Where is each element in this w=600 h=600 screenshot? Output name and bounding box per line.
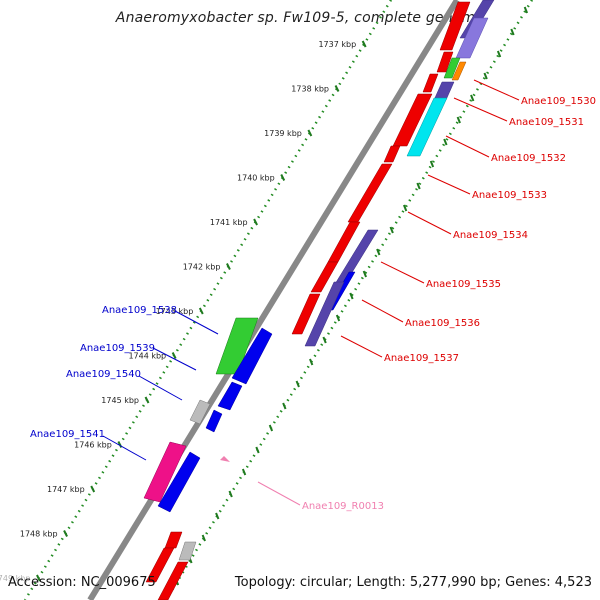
inner-tick — [429, 160, 435, 168]
kbp-label: 1740 kbp — [237, 174, 275, 183]
inner-scale-ticks — [174, 6, 529, 586]
outer-tick — [198, 307, 204, 315]
gene-red-1536[interactable] — [291, 293, 321, 335]
inner-tick — [215, 512, 220, 520]
inner-tick — [376, 248, 381, 256]
outer-tick — [171, 352, 177, 359]
gene-blue-1538[interactable] — [231, 327, 273, 385]
gene-blue-1541[interactable] — [157, 451, 201, 513]
kbp-label: 1749 kbp — [0, 574, 30, 583]
gene-blue-1539[interactable] — [217, 381, 243, 411]
outer-tick — [63, 530, 68, 537]
inner-tick — [241, 468, 247, 476]
label-anae1541[interactable]: Anae109_1541 — [30, 429, 105, 440]
gene-magenta-1541[interactable] — [143, 441, 187, 503]
map-title: Anaeromyxobacter sp. Fw109-5, complete g… — [115, 10, 485, 26]
kbp-label: 1738 kbp — [291, 85, 329, 94]
gene-red-bottom-1[interactable] — [164, 531, 183, 549]
inner-tick — [268, 424, 274, 432]
kbp-label: 1746 kbp — [74, 441, 112, 450]
label-anae1534[interactable]: Anae109_1534 — [453, 230, 528, 241]
gene-red-long-1[interactable] — [392, 93, 433, 147]
outer-tick — [253, 218, 258, 226]
gene-red-top[interactable] — [439, 1, 471, 51]
gene-blue-1540[interactable] — [205, 409, 223, 433]
inner-tick — [309, 358, 314, 366]
inner-tick — [456, 116, 461, 124]
label-anae1532[interactable]: Anae109_1532 — [491, 153, 566, 164]
inner-tick — [282, 402, 287, 410]
outer-lane-genes — [143, 317, 273, 513]
inner-tick — [255, 446, 260, 454]
inner-tick — [349, 292, 354, 300]
label-anae1539[interactable]: Anae109_1539 — [80, 343, 155, 354]
inner-tick — [470, 94, 475, 102]
inner-scale-line — [164, 0, 534, 600]
gene-purple-1537[interactable] — [304, 281, 345, 347]
inner-tick — [443, 138, 448, 146]
gene-red-small[interactable] — [436, 51, 454, 73]
inner-tick — [483, 72, 488, 80]
label-anae1537[interactable]: Anae109_1537 — [384, 353, 459, 364]
inner-tick — [335, 314, 341, 322]
gene-red-bottom-3[interactable] — [157, 561, 189, 600]
label-anae1533[interactable]: Anae109_1533 — [472, 190, 547, 201]
kbp-label: 1744 kbp — [128, 352, 166, 361]
outer-tick — [90, 485, 96, 493]
label-anae1536[interactable]: Anae109_1536 — [405, 318, 480, 329]
label-anae1535[interactable]: Anae109_1535 — [426, 279, 501, 290]
kbp-label: 1739 kbp — [264, 129, 302, 138]
gene-cyan-1532[interactable] — [406, 97, 448, 157]
inner-tick — [496, 50, 502, 58]
kbp-label: 1748 kbp — [20, 530, 58, 539]
kbp-labels: 1737 kbp 1738 kbp 1739 kbp 1740 kbp 1741 kbp… — [0, 40, 356, 583]
gene-lavender-top[interactable] — [455, 17, 489, 59]
kbp-label: 1742 kbp — [183, 263, 221, 272]
inner-tick — [389, 226, 394, 234]
genome-backbone — [87, 0, 460, 600]
inner-tick — [228, 490, 233, 498]
gene-red-bottom-2[interactable] — [145, 547, 175, 583]
gene-purple-1531[interactable] — [433, 81, 455, 101]
inner-tick — [510, 28, 515, 36]
kbp-label: 1747 kbp — [47, 485, 85, 494]
kbp-label: 1745 kbp — [101, 396, 139, 405]
outer-scale-line — [23, 0, 393, 600]
accession-text: Accession: NC_009675 — [8, 575, 156, 590]
rna-marker-R0013[interactable] — [220, 456, 230, 462]
gene-gray-1540[interactable] — [189, 399, 211, 425]
kbp-label: 1737 kbp — [318, 40, 356, 49]
gene-red-1535b[interactable] — [310, 261, 339, 293]
topology-text: Topology: circular; Length: 5,277,990 bp… — [234, 575, 592, 590]
inner-tick — [402, 204, 408, 212]
outer-tick — [226, 263, 231, 270]
inner-lane-genes — [145, 0, 495, 600]
inner-tick — [295, 380, 300, 388]
label-anae1531[interactable]: Anae109_1531 — [509, 117, 584, 128]
inner-tick — [322, 336, 327, 344]
inner-tick — [416, 182, 421, 190]
gene-gray-bottom[interactable] — [178, 541, 197, 561]
label-anaeR0013[interactable]: Anae109_R0013 — [302, 501, 384, 512]
outer-tick — [36, 574, 41, 582]
outer-tick — [334, 85, 340, 92]
inner-tick — [362, 270, 367, 278]
gene-red-1530[interactable] — [422, 73, 439, 93]
outer-tick — [280, 174, 286, 181]
label-anae1540[interactable]: Anae109_1540 — [66, 369, 141, 380]
gene-red-1533[interactable] — [383, 145, 401, 163]
label-anae1538[interactable]: Anae109_1538 — [102, 305, 177, 316]
gene-orange-small[interactable] — [451, 61, 467, 81]
outer-tick — [144, 396, 150, 404]
gene-green-small[interactable] — [443, 57, 461, 79]
kbp-label: 1743 kbp — [156, 307, 194, 316]
label-anae1530[interactable]: Anae109_1530 — [521, 96, 596, 107]
outer-tick — [307, 129, 313, 137]
leader-lines — [102, 79, 520, 506]
outer-tick — [361, 40, 367, 48]
kbp-label: 1741 kbp — [210, 218, 248, 227]
inner-tick — [201, 534, 206, 542]
inner-tick — [523, 6, 529, 14]
